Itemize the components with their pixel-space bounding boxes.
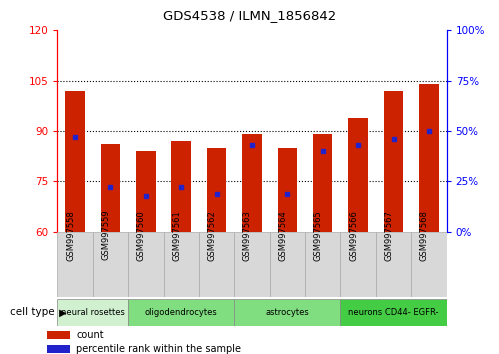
Bar	[199, 232, 235, 297]
Text: GSM997558: GSM997558	[66, 210, 75, 261]
Text: astrocytes: astrocytes	[265, 308, 309, 317]
Bar	[164, 232, 199, 297]
Text: GSM997564: GSM997564	[278, 210, 287, 261]
Bar	[172, 141, 191, 232]
Text: GSM997568: GSM997568	[420, 210, 429, 261]
Bar	[136, 151, 156, 232]
Text: ▶: ▶	[56, 307, 67, 318]
Bar	[65, 91, 85, 232]
Bar	[269, 232, 305, 297]
Text: GDS4538 / ILMN_1856842: GDS4538 / ILMN_1856842	[163, 9, 336, 22]
Bar	[340, 299, 447, 326]
Bar	[376, 232, 411, 297]
Text: GSM997563: GSM997563	[243, 210, 252, 261]
Bar	[128, 299, 235, 326]
Text: percentile rank within the sample: percentile rank within the sample	[76, 344, 241, 354]
Text: GSM997560: GSM997560	[137, 210, 146, 261]
Text: count: count	[76, 330, 104, 340]
Text: GSM997565: GSM997565	[314, 210, 323, 261]
Bar	[340, 232, 376, 297]
Bar	[313, 134, 332, 232]
Bar	[277, 148, 297, 232]
Bar	[93, 232, 128, 297]
Text: neural rosettes: neural rosettes	[61, 308, 125, 317]
Text: GSM997559: GSM997559	[101, 210, 110, 261]
Bar	[57, 299, 128, 326]
Bar	[235, 232, 269, 297]
Text: GSM997562: GSM997562	[208, 210, 217, 261]
Bar	[411, 232, 447, 297]
Bar	[128, 232, 164, 297]
Bar	[243, 134, 261, 232]
Bar	[207, 148, 227, 232]
Bar	[348, 118, 368, 232]
Bar	[47, 345, 70, 353]
Bar	[305, 232, 340, 297]
Bar	[101, 144, 120, 232]
Text: GSM997567: GSM997567	[385, 210, 394, 261]
Text: GSM997561: GSM997561	[172, 210, 181, 261]
Bar	[47, 331, 70, 339]
Text: neurons CD44- EGFR-: neurons CD44- EGFR-	[348, 308, 439, 317]
Bar	[235, 299, 340, 326]
Bar	[419, 84, 439, 232]
Text: oligodendrocytes: oligodendrocytes	[145, 308, 218, 317]
Text: GSM997566: GSM997566	[349, 210, 358, 261]
Bar	[384, 91, 403, 232]
Text: cell type: cell type	[10, 307, 55, 318]
Bar	[57, 232, 93, 297]
